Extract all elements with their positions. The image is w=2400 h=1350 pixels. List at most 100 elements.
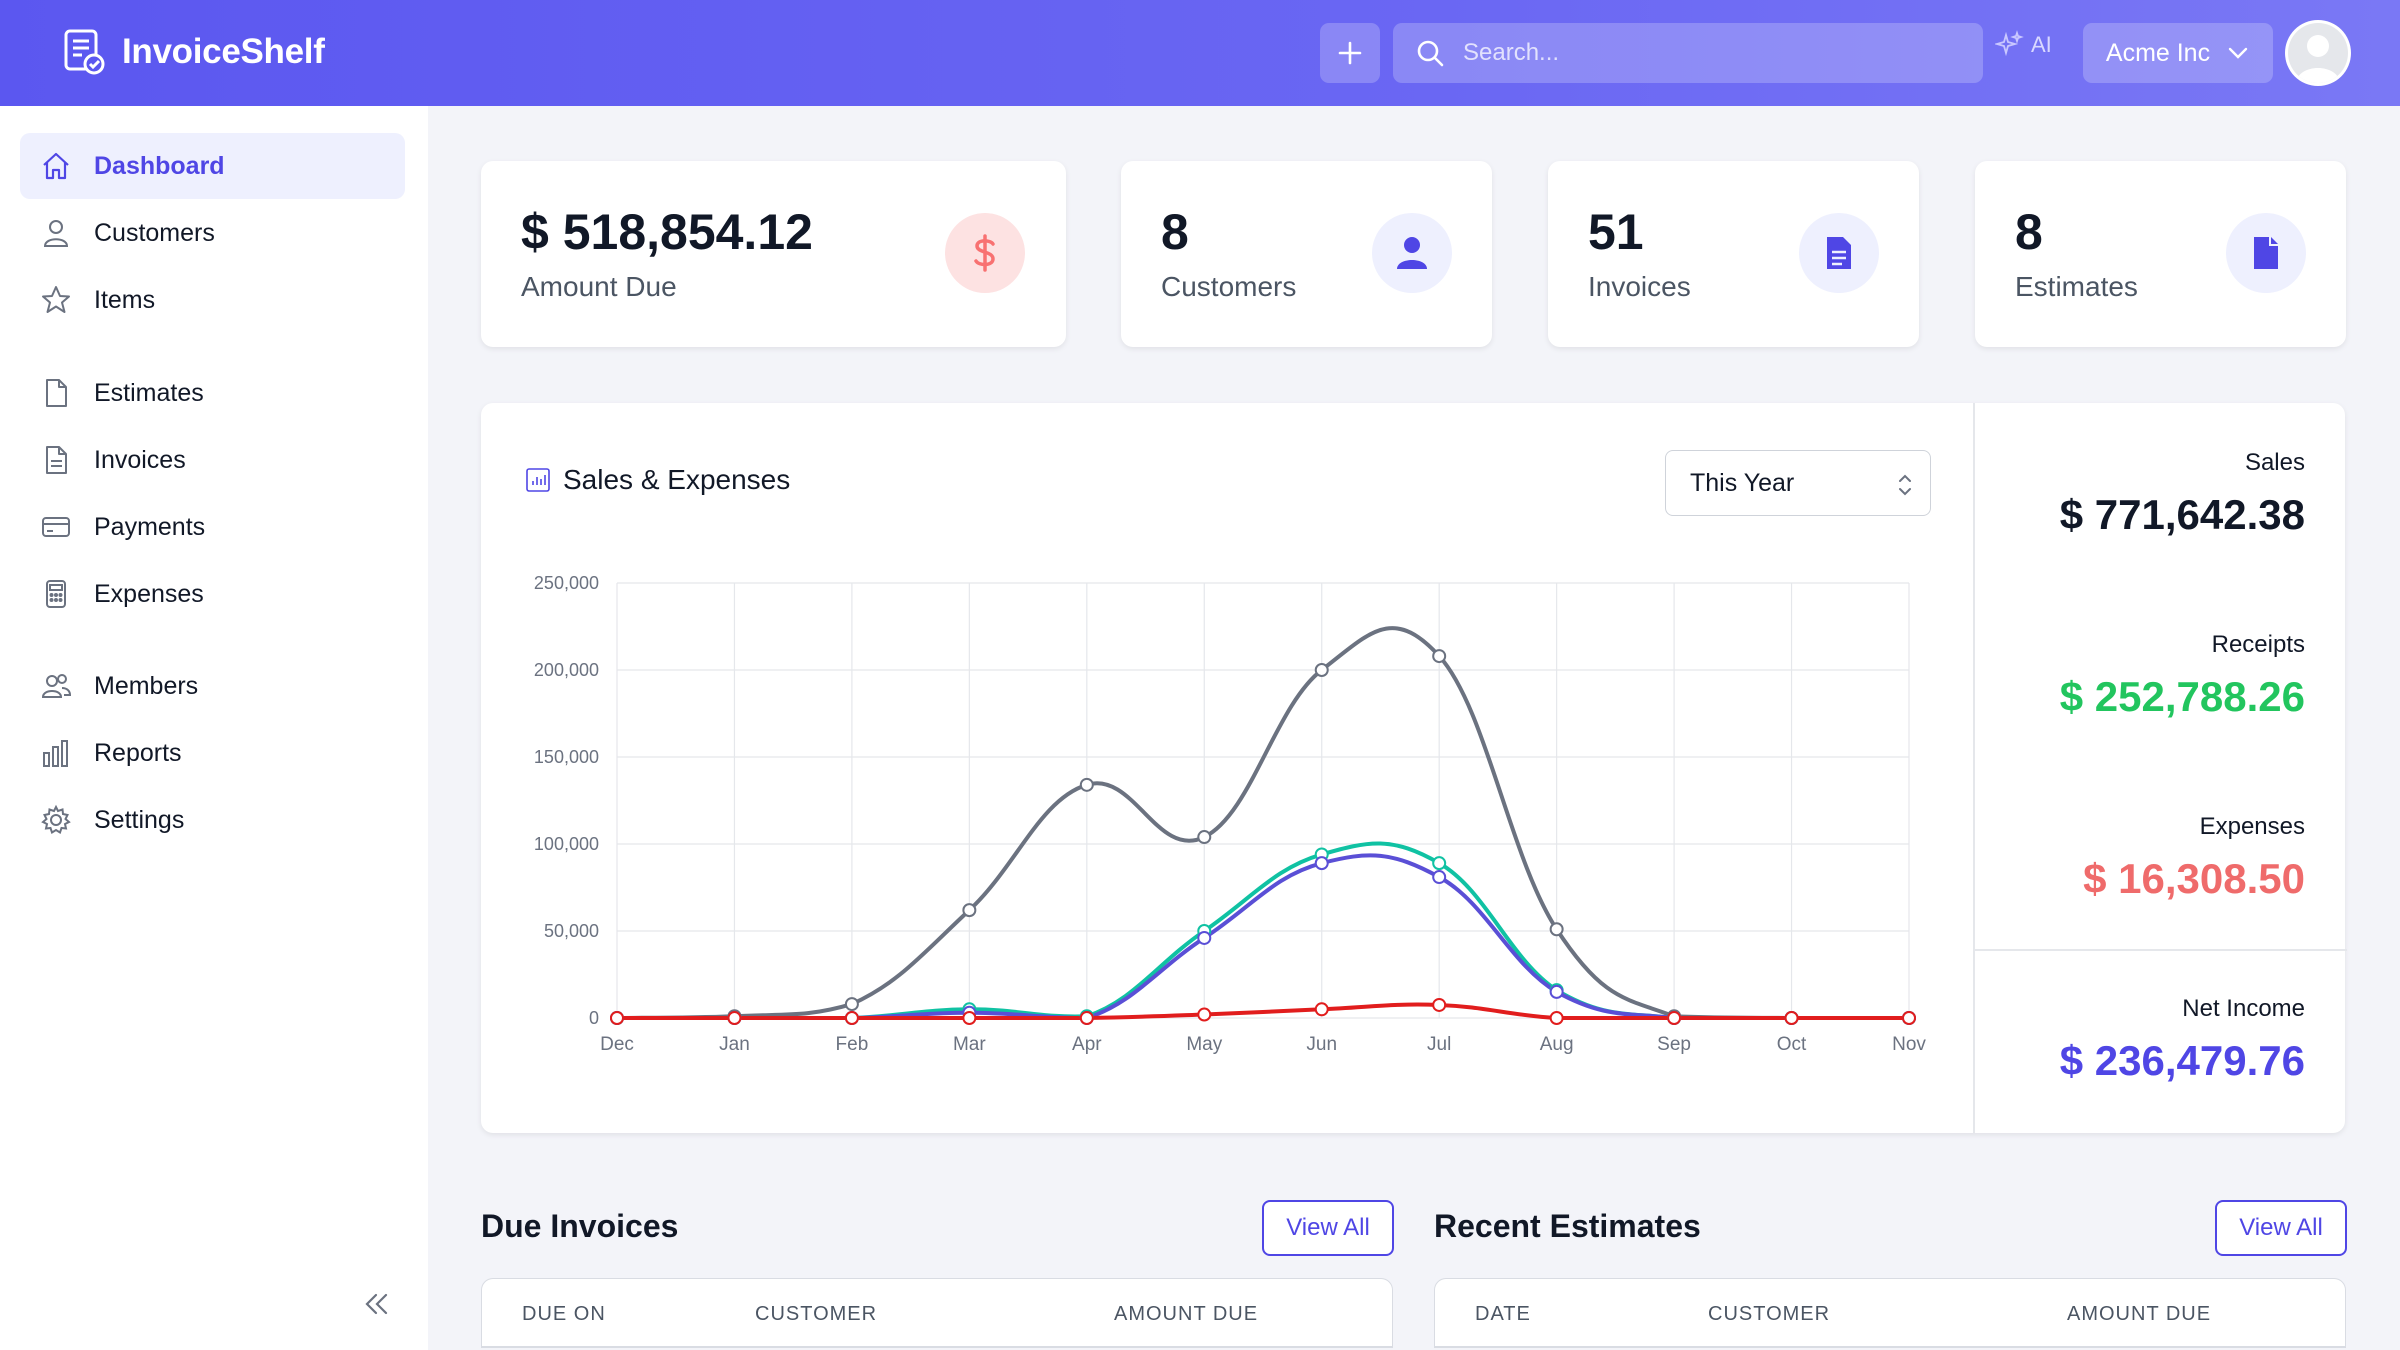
data-point-3 xyxy=(1079,1011,1094,1025)
sidebar-item-invoices[interactable]: Invoices xyxy=(20,427,405,493)
y-tick-label: 0 xyxy=(589,1008,599,1028)
sidebar-item-label: Expenses xyxy=(94,579,204,608)
recent-estimates-view-all-button[interactable]: View All xyxy=(2215,1200,2347,1256)
data-point-0 xyxy=(1197,830,1212,845)
plus-icon xyxy=(1338,41,1362,65)
receipts-value: $ 252,788.26 xyxy=(2059,673,2305,720)
x-tick-label: Sep xyxy=(1657,1034,1691,1055)
sales-expenses-chart: 0 50,000 100,000 150,000 200,000 250,000 Dec Ja… xyxy=(534,573,1926,1055)
period-select-value: This Year xyxy=(1690,468,1795,497)
stat-value: 8 xyxy=(2015,204,2043,260)
search-icon xyxy=(1417,40,1444,67)
sidebar-item-label: Reports xyxy=(94,738,182,767)
search-bar[interactable] xyxy=(1393,23,1983,83)
x-tick-label: Aug xyxy=(1540,1034,1574,1055)
sidebar-item-payments[interactable]: Payments xyxy=(20,494,405,560)
chart-title-text: Sales & Expenses xyxy=(563,464,791,495)
sales-value: $ 771,642.38 xyxy=(2059,491,2305,538)
y-tick-label: 50,000 xyxy=(544,921,599,941)
star-icon xyxy=(42,286,70,313)
chart-icon xyxy=(526,468,550,492)
search-input[interactable] xyxy=(1463,39,1943,67)
column-header[interactable]: DATE xyxy=(1475,1303,1531,1325)
data-point-0 xyxy=(1549,922,1564,937)
data-point-3 xyxy=(1197,1007,1212,1022)
sidebar-item-expenses[interactable]: Expenses xyxy=(20,561,405,627)
y-tick-label: 100,000 xyxy=(534,834,599,854)
column-header[interactable]: AMOUNT DUE xyxy=(2067,1303,2212,1325)
data-point-3 xyxy=(610,1011,624,1025)
sidebar-item-reports[interactable]: Reports xyxy=(20,720,405,786)
stat-value: $ 518,854.12 xyxy=(521,204,813,260)
user-icon xyxy=(43,220,69,247)
column-header[interactable]: AMOUNT DUE xyxy=(1114,1303,1259,1325)
chart-bar-icon xyxy=(43,740,68,767)
data-point-3 xyxy=(1667,1011,1682,1025)
sidebar-item-estimates[interactable]: Estimates xyxy=(20,360,405,426)
series-line-0 xyxy=(616,626,1909,1020)
sidebar-item-members[interactable]: Members xyxy=(20,653,405,719)
invoice-logo-icon xyxy=(64,29,105,75)
sidebar-item-settings[interactable]: Settings xyxy=(20,787,405,853)
data-point-2 xyxy=(1314,856,1329,871)
column-header[interactable]: CUSTOMER xyxy=(755,1303,878,1325)
due-invoices-view-all-button[interactable]: View All xyxy=(1262,1200,1394,1256)
x-tick-label: Jan xyxy=(719,1034,750,1055)
data-point-2 xyxy=(1197,930,1212,945)
stat-card-estimates[interactable]: 8 Estimates xyxy=(1975,161,2346,347)
document-text-icon xyxy=(1827,237,1851,269)
data-point-3 xyxy=(1549,1011,1564,1025)
x-tick-label: Nov xyxy=(1892,1034,1926,1055)
stat-icon-wrapper xyxy=(1799,213,1879,293)
data-point-2 xyxy=(1432,870,1447,885)
data-point-3 xyxy=(1902,1011,1916,1025)
collapse-sidebar-icon[interactable] xyxy=(358,1286,394,1322)
stat-card-amount-due[interactable]: $ 518,854.12 Amount Due xyxy=(481,161,1066,347)
expenses-label: Expenses xyxy=(2199,813,2305,840)
stat-value: 51 xyxy=(1588,204,1644,260)
sales-expenses-card: 0 50,000 100,000 150,000 200,000 250,000 Dec Ja… xyxy=(481,403,2347,1133)
stat-card-customers[interactable]: 8 Customers xyxy=(1121,161,1492,347)
summary-divider xyxy=(1975,949,2347,951)
data-point-0 xyxy=(1079,777,1094,792)
x-tick-label: Mar xyxy=(953,1034,986,1055)
document-icon xyxy=(46,379,67,407)
company-switcher[interactable]: Acme Inc xyxy=(2083,23,2273,83)
stat-value: 8 xyxy=(1161,204,1189,260)
data-point-0 xyxy=(1432,649,1447,664)
stat-label: Estimates xyxy=(2015,271,2138,302)
data-point-3 xyxy=(1784,1011,1799,1025)
expenses-value: $ 16,308.50 xyxy=(2083,855,2305,902)
column-header[interactable]: DUE ON xyxy=(522,1303,606,1325)
app-logo[interactable]: InvoiceShelf xyxy=(62,28,325,76)
stat-card-invoices[interactable]: 51 Invoices xyxy=(1548,161,1919,347)
recent-estimates-title: Recent Estimates xyxy=(1434,1208,1701,1244)
stat-label: Invoices xyxy=(1588,271,1691,302)
y-tick-label: 200,000 xyxy=(534,660,599,680)
x-tick-label: Feb xyxy=(836,1034,869,1055)
sidebar-item-items[interactable]: Items xyxy=(20,267,405,333)
add-new-button[interactable] xyxy=(1320,23,1380,83)
y-tick-label: 250,000 xyxy=(534,573,599,593)
sparkles-icon xyxy=(1995,30,2024,57)
x-tick-label: Jun xyxy=(1306,1034,1337,1055)
data-point-3 xyxy=(962,1011,977,1025)
sales-label: Sales xyxy=(2244,449,2305,476)
ai-button[interactable]: AI xyxy=(1995,30,2052,60)
recent-estimates-table-header: DATE CUSTOMER AMOUNT DUE xyxy=(1434,1278,2346,1348)
sidebar-item-dashboard[interactable]: Dashboard xyxy=(20,133,405,199)
user-avatar[interactable] xyxy=(2285,20,2351,86)
sidebar-item-label: Settings xyxy=(94,805,185,834)
ai-label: AI xyxy=(2031,32,2052,57)
select-arrows-icon xyxy=(1899,474,1911,496)
chevron-down-icon xyxy=(2228,47,2248,59)
net-income-label: Net Income xyxy=(2182,995,2305,1022)
sidebar-item-customers[interactable]: Customers xyxy=(20,200,405,266)
column-header[interactable]: CUSTOMER xyxy=(1708,1303,1831,1325)
sidebar-item-label: Invoices xyxy=(94,445,186,474)
due-invoices-table-header: DUE ON CUSTOMER AMOUNT DUE xyxy=(481,1278,1393,1348)
stat-label: Amount Due xyxy=(521,271,677,302)
x-tick-label: May xyxy=(1186,1034,1222,1055)
period-select[interactable]: This Year xyxy=(1665,450,1931,516)
top-header: InvoiceShelf AI Acme Inc xyxy=(0,0,2400,106)
